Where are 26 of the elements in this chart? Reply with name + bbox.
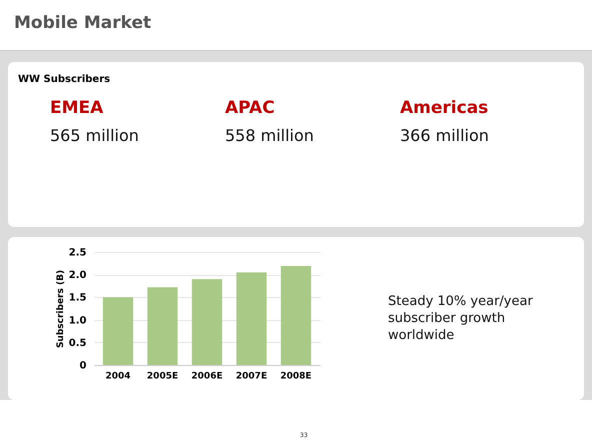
text: WW Subscribers [18,74,110,85]
y-tick-label: 2.0 [68,270,87,282]
y-tick-label: 2.5 [68,248,87,258]
text: 558 million [225,126,314,145]
bar [236,272,267,365]
text: 366 million [400,126,490,145]
y-axis-title: Subscribers (B) [56,270,66,348]
y-tick-label: 1.0 [68,315,87,326]
text: Mobile Market [14,13,152,33]
bar [280,266,312,365]
x-tick-label: 2008E [280,372,312,382]
text: EMEA [50,98,104,118]
bar [192,279,222,365]
x-tick-label: 2004 [105,372,131,382]
text: Steady 10% year/year subscriber growth worldwide [388,293,534,344]
x-tick-label: 2006E [191,372,223,382]
x-tick-label: 2005E [146,372,178,382]
y-tick-label: 1.5 [68,292,87,304]
y-tick-label: 0.5 [68,338,87,349]
text: 565 million [50,126,139,145]
bar [147,287,178,365]
text: APAC [225,98,275,118]
x-tick-label: 2007E [236,372,268,382]
text: Americas [400,98,490,118]
bar [102,297,134,365]
y-tick-label: 0 [80,360,87,372]
